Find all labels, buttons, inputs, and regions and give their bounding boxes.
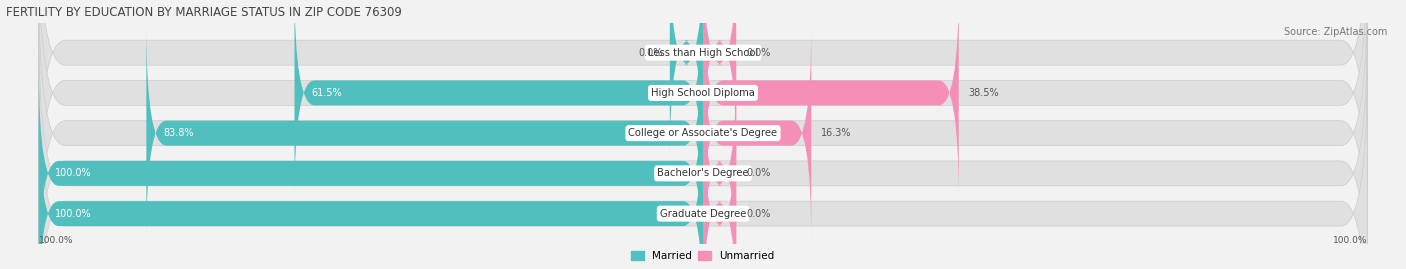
- Text: 16.3%: 16.3%: [821, 128, 852, 138]
- Text: 0.0%: 0.0%: [747, 168, 770, 178]
- Text: College or Associate's Degree: College or Associate's Degree: [628, 128, 778, 138]
- Text: 100.0%: 100.0%: [55, 168, 91, 178]
- Text: 100.0%: 100.0%: [39, 236, 73, 246]
- Text: Bachelor's Degree: Bachelor's Degree: [657, 168, 749, 178]
- Text: 0.0%: 0.0%: [747, 209, 770, 219]
- Legend: Married, Unmarried: Married, Unmarried: [627, 247, 779, 265]
- FancyBboxPatch shape: [39, 105, 703, 269]
- Text: Graduate Degree: Graduate Degree: [659, 209, 747, 219]
- Text: Source: ZipAtlas.com: Source: ZipAtlas.com: [1284, 27, 1388, 37]
- Text: 61.5%: 61.5%: [311, 88, 342, 98]
- FancyBboxPatch shape: [39, 0, 1367, 241]
- FancyBboxPatch shape: [669, 0, 703, 161]
- Text: 0.0%: 0.0%: [747, 48, 770, 58]
- FancyBboxPatch shape: [703, 0, 737, 161]
- FancyBboxPatch shape: [703, 25, 811, 241]
- FancyBboxPatch shape: [146, 25, 703, 241]
- FancyBboxPatch shape: [39, 25, 1367, 269]
- Text: 83.8%: 83.8%: [163, 128, 194, 138]
- Text: 0.0%: 0.0%: [638, 48, 664, 58]
- Text: 38.5%: 38.5%: [969, 88, 1000, 98]
- FancyBboxPatch shape: [39, 65, 703, 269]
- FancyBboxPatch shape: [39, 0, 1367, 201]
- Text: 100.0%: 100.0%: [1333, 236, 1367, 246]
- Text: High School Diploma: High School Diploma: [651, 88, 755, 98]
- FancyBboxPatch shape: [39, 0, 1367, 269]
- FancyBboxPatch shape: [39, 65, 1367, 269]
- Text: FERTILITY BY EDUCATION BY MARRIAGE STATUS IN ZIP CODE 76309: FERTILITY BY EDUCATION BY MARRIAGE STATU…: [6, 6, 402, 19]
- Text: Less than High School: Less than High School: [648, 48, 758, 58]
- FancyBboxPatch shape: [294, 0, 703, 201]
- FancyBboxPatch shape: [703, 65, 737, 269]
- FancyBboxPatch shape: [703, 105, 737, 269]
- Text: 100.0%: 100.0%: [55, 209, 91, 219]
- FancyBboxPatch shape: [703, 0, 959, 201]
